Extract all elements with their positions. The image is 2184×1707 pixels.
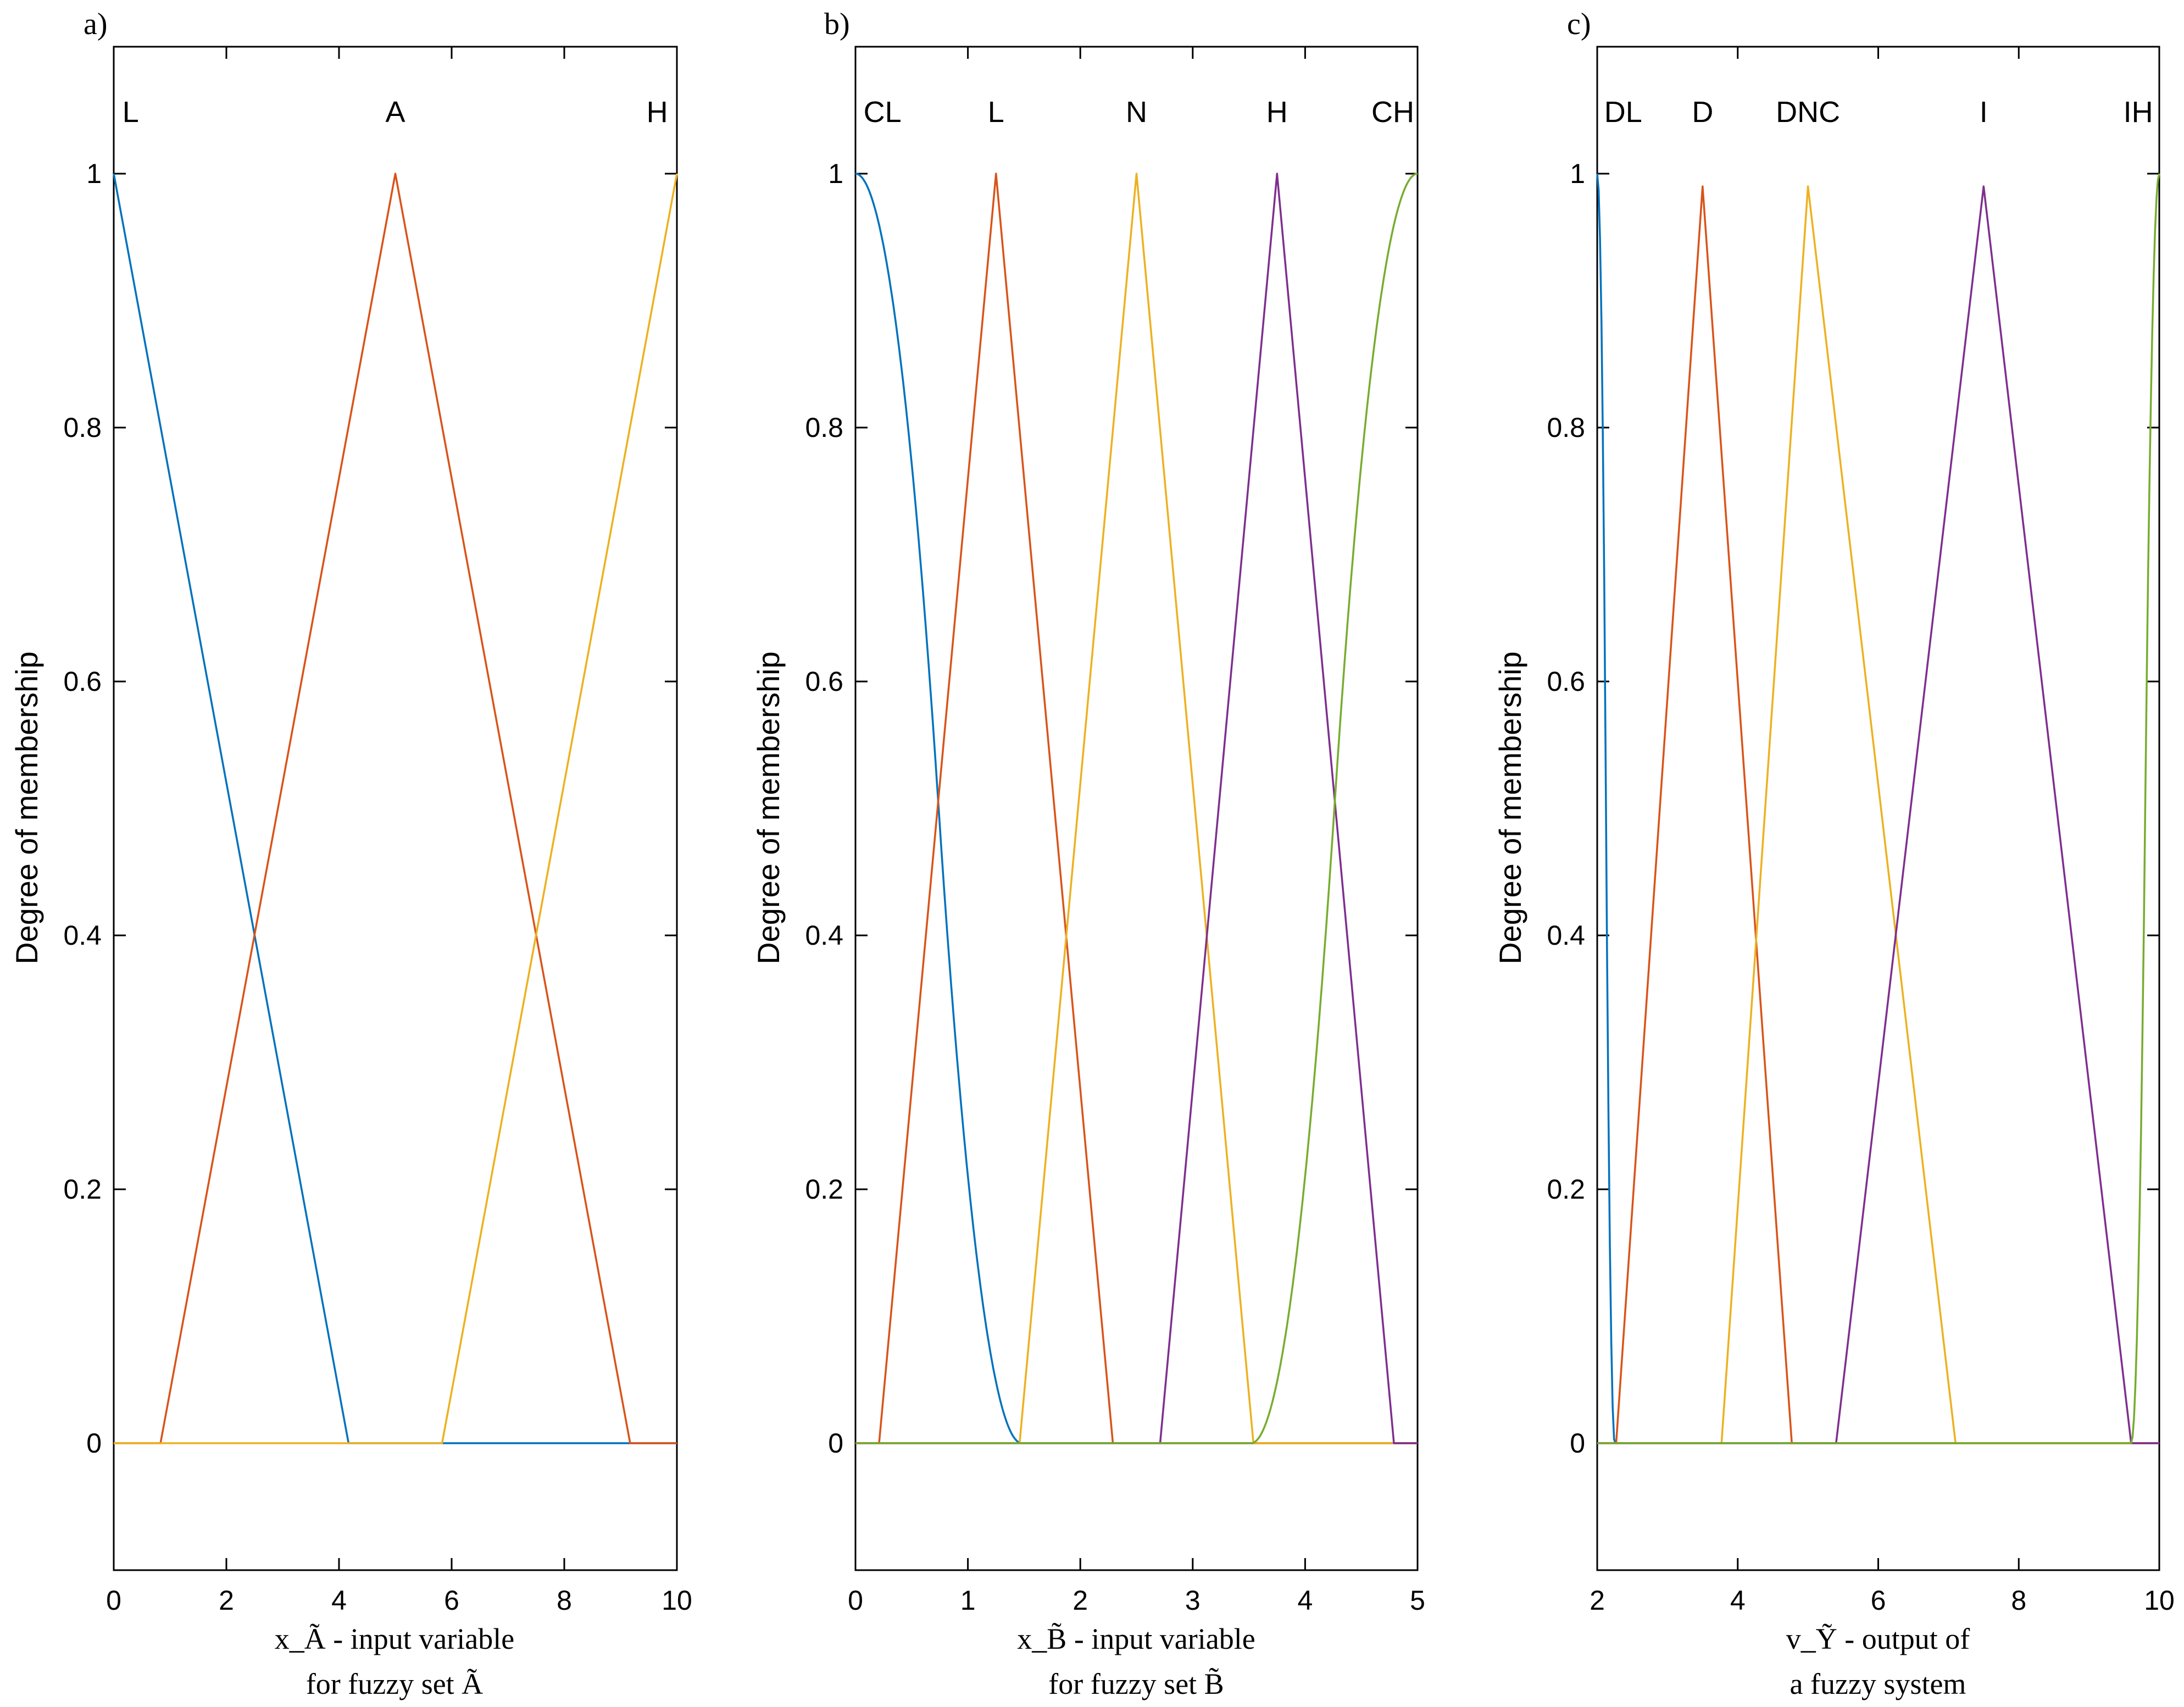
panel-c-y-tick-label: 0.4 (1547, 920, 1585, 951)
panel-b-series-l-label: L (988, 96, 1004, 129)
panel-b-y-tick-label: 0.8 (805, 412, 843, 443)
panel-a-y-tick-label: 0.4 (63, 920, 102, 951)
panel-b-y-tick-label: 1 (828, 158, 843, 189)
panel-c-series-dnc-label: DNC (1776, 96, 1840, 129)
panel-a-x-axis-label: x_Ã - input variable for fuzzy set Ã (275, 1622, 514, 1700)
panel-b-axes-frame (854, 46, 1419, 1571)
panel-a-series-a-label: A (385, 96, 405, 129)
panel-c-x-tick-label: 4 (1730, 1585, 1746, 1616)
panel-a-x-axis-label-line-2: for fuzzy set Ã (306, 1667, 483, 1700)
panel-c-series-ih-line (1597, 173, 2160, 1444)
panel-a-y-tick-label: 0.6 (63, 666, 102, 697)
panel-c-series-ih-label: IH (2124, 96, 2153, 129)
panel-c-y-axis-label: Degree of membership (1493, 651, 1527, 965)
panel-c-x-tick-label: 6 (1871, 1585, 1886, 1616)
panel-c: c) Degree of membership v_Ỹ - output of … (1493, 7, 2175, 1700)
panel-a-x-tick-label: 10 (662, 1585, 692, 1616)
panel-b-y-tick-label: 0.4 (805, 920, 843, 951)
panel-b-x-tick-label: 3 (1185, 1585, 1201, 1616)
panel-c-x-axis-label: v_Ỹ - output of a fuzzy system (1786, 1622, 1970, 1700)
panel-c-x-axis-label-line-2: a fuzzy system (1790, 1667, 1966, 1700)
panel-c-series-i-label: I (1980, 96, 1988, 129)
panel-c-x-tick-label: 2 (1590, 1585, 1605, 1616)
panel-b-x-axis-label-line-2: for fuzzy set B̃ (1048, 1667, 1224, 1700)
panel-a: a) Degree of membership x_Ã - input vari… (9, 7, 692, 1700)
panel-a-x-axis-label-line-1: x_Ã - input variable (275, 1622, 514, 1655)
panel-b-x-tick-label: 4 (1297, 1585, 1313, 1616)
panel-c-y-tick-label: 0.2 (1547, 1174, 1585, 1205)
panel-a-x-tick-label: 8 (557, 1585, 572, 1616)
panel-b-series-cl-label: CL (864, 96, 902, 129)
panel-a-y-tick-label: 0 (86, 1428, 102, 1459)
panel-b-x-tick-label: 5 (1410, 1585, 1425, 1616)
panel-b-y-tick-label: 0.6 (805, 666, 843, 697)
panel-b-plot-area: 0 1 2 3 4 5 0 0.2 0.4 0.6 0.8 1 CL L N H CH (805, 46, 1425, 1616)
panel-a-label: a) (84, 7, 108, 41)
panel-a-series-l-label: L (123, 96, 139, 129)
panel-a-series-h-line (114, 173, 678, 1444)
panel-b-x-tick-label: 0 (848, 1585, 863, 1616)
panel-c-x-tick-label: 8 (2011, 1585, 2026, 1616)
panel-a-y-tick-label: 0.8 (63, 412, 102, 443)
panel-c-series-dl-label: DL (1604, 96, 1642, 129)
panel-b: b) Degree of membership x_B̃ - input var… (751, 7, 1425, 1700)
panel-a-x-tick-label: 6 (444, 1585, 459, 1616)
panel-a-y-tick-label: 0.2 (63, 1174, 102, 1205)
panel-c-x-tick-label: 10 (2144, 1585, 2175, 1616)
panel-b-series-ch-label: CH (1371, 96, 1414, 129)
panel-b-x-axis-label-line-1: x_B̃ - input variable (1017, 1622, 1255, 1655)
panel-b-label: b) (824, 7, 850, 41)
panel-a-plot-area: 0 2 4 6 8 10 0 0.2 0.4 0.6 0.8 1L A H (63, 46, 692, 1616)
panel-c-y-tick-label: 0.6 (1547, 666, 1585, 697)
panel-b-y-tick-label: 0 (828, 1428, 843, 1459)
panel-a-axes-frame (113, 46, 678, 1571)
panel-b-x-tick-label: 1 (960, 1585, 976, 1616)
panel-b-series-h-label: H (1266, 96, 1288, 129)
panel-a-y-axis-label: Degree of membership (9, 651, 44, 965)
panel-c-y-tick-label: 0 (1570, 1428, 1585, 1459)
panel-c-y-tick-label: 1 (1570, 158, 1585, 189)
panel-a-y-tick-label: 1 (86, 158, 102, 189)
panel-b-y-tick-label: 0.2 (805, 1174, 843, 1205)
panel-c-plot-area: 2 4 6 8 10 0 0.2 0.4 0.6 0.8 1 DL D DNC I IH (1547, 46, 2175, 1616)
panel-b-series-n-label: N (1126, 96, 1147, 129)
panel-c-x-axis-label-line-1: v_Ỹ - output of (1786, 1622, 1970, 1655)
panel-a-x-tick-label: 2 (219, 1585, 234, 1616)
panel-a-series-h-label: H (647, 96, 668, 129)
panel-c-y-tick-label: 0.8 (1547, 412, 1585, 443)
panel-b-y-axis-label: Degree of membership (751, 651, 786, 965)
panel-a-x-tick-label: 4 (331, 1585, 347, 1616)
panel-b-series-ch-line (855, 173, 1418, 1444)
panel-a-x-tick-label: 0 (106, 1585, 121, 1616)
panel-c-label: c) (1567, 7, 1591, 41)
panel-b-x-tick-label: 2 (1072, 1585, 1088, 1616)
panel-c-series-d-label: D (1692, 96, 1713, 129)
panel-b-x-axis-label: x_B̃ - input variable for fuzzy set B̃ (1017, 1622, 1255, 1700)
